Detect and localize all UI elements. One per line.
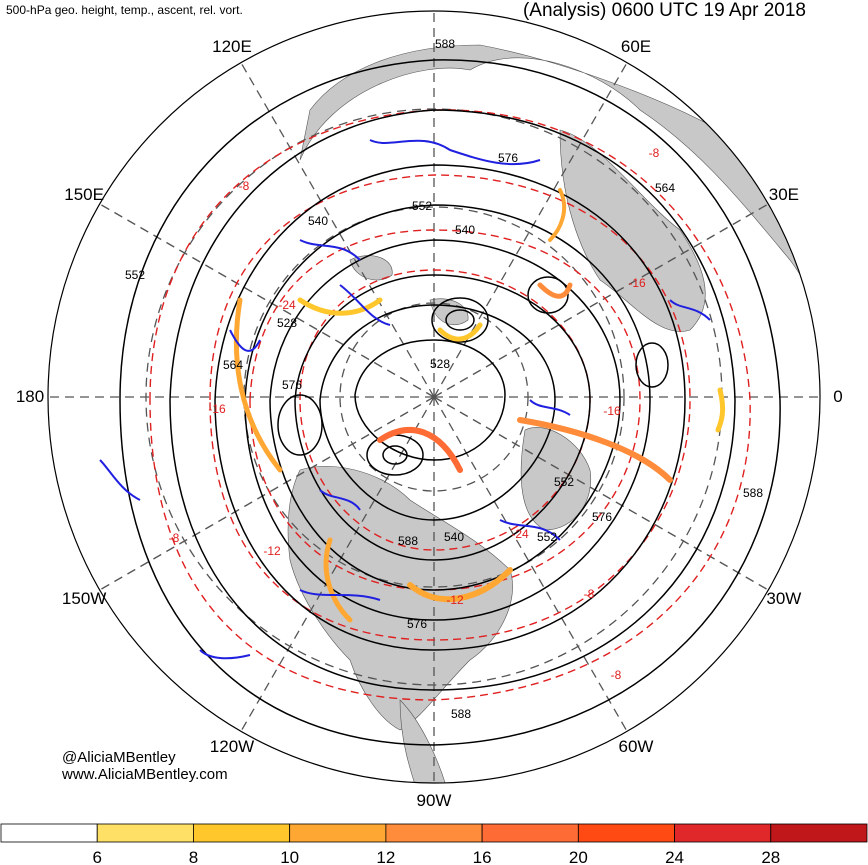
colorbar-tick-label: 20 [569, 848, 588, 865]
colorbar-segment [96, 823, 194, 843]
longitude-label: 120W [209, 736, 255, 756]
colorbar-segment [289, 823, 387, 843]
colorbar-segment [770, 823, 868, 843]
colorbar-segment [0, 823, 98, 843]
colorbar-segment [674, 823, 772, 843]
ascent-shading [233, 188, 726, 623]
height-contour-label: 588 [398, 534, 418, 548]
meridian-line [433, 396, 769, 591]
height-contour-label: 576 [282, 378, 302, 392]
height-contour-labels: 588 576 564 552 540 528 528 540 552 564 576 552 552 5… [125, 37, 763, 721]
colorbar-tick-label: 8 [189, 848, 198, 865]
colorbar-tick-label: 12 [376, 848, 395, 865]
colorbar-tick-label: 10 [280, 848, 299, 865]
map-boundary [47, 10, 821, 784]
longitude-label: 150W [61, 589, 107, 608]
height-contour-label: 564 [655, 181, 675, 195]
height-contour-label: 564 [223, 358, 243, 372]
longitude-label: 60W [618, 736, 654, 756]
height-contour-label: 576 [498, 151, 518, 165]
height-contour-label: 588 [743, 486, 763, 500]
longitude-label: 90E [419, 0, 449, 3]
height-contour-label: 576 [592, 510, 612, 524]
height-contour-label: 552 [125, 268, 145, 282]
relative-vorticity [99, 139, 711, 660]
colorbar-tick-label: 6 [92, 848, 101, 865]
map-title: 500-hPa geo. height, temp., ascent, rel.… [6, 3, 243, 17]
longitude-label: 60E [620, 37, 652, 57]
temperature-contour-labels: -8 -8 -16 -16 -12 -8 -12 -8 -16 -8 -24 -24 [169, 146, 660, 682]
colorbar-segment [481, 823, 579, 843]
colorbar-tick-label: 28 [761, 848, 780, 865]
meridian-line [433, 203, 769, 398]
height-contour-label: 540 [444, 530, 464, 544]
temperature-contour-label: -24 [278, 298, 296, 312]
colorbar: 6 8 10 12 16 20 24 28 [0, 823, 868, 865]
longitude-label: 150E [64, 185, 104, 204]
credit-website: www.AliciaMBentley.com [62, 766, 228, 783]
temperature-contour-label: -8 [169, 531, 180, 545]
temperature-contour-label: -16 [603, 404, 621, 418]
height-contour-label: 588 [435, 37, 455, 51]
polar-map: 588 576 564 552 540 528 528 540 552 564 576 552 552 5… [47, 10, 821, 784]
longitude-label: 90W [416, 791, 452, 810]
temperature-contour-label: -8 [584, 587, 595, 601]
temperature-contour-label: -8 [611, 668, 622, 682]
height-contour-label: 540 [455, 223, 475, 237]
colorbar-segment [577, 823, 675, 843]
longitude-label: 180 [15, 387, 45, 406]
colorbar-tick-label: 24 [665, 848, 684, 865]
temperature-contour-label: -8 [239, 179, 250, 193]
colorbar-segment [385, 823, 483, 843]
colorbar-segment [193, 823, 291, 843]
meridian-line [240, 62, 435, 398]
colorbar-tick-label: 16 [473, 848, 492, 865]
longitude-label: 0 [833, 387, 843, 406]
height-contour-label: 552 [554, 475, 574, 489]
longitude-label: 120E [212, 37, 252, 57]
height-contour-label: 588 [451, 707, 471, 721]
height-contours [119, 59, 781, 746]
height-contour-label: 552 [412, 199, 432, 213]
height-contour-label: 576 [407, 617, 427, 631]
credit-twitter: @AliciaMBentley [62, 749, 176, 766]
height-contour-label: 552 [537, 530, 557, 544]
temperature-contour-label: -24 [511, 527, 529, 541]
meridian-line [99, 203, 435, 398]
land-masses [287, 44, 820, 783]
height-contour-label: 528 [430, 357, 450, 371]
meridians [48, 11, 820, 783]
longitude-label: 30W [766, 589, 802, 608]
temperature-contour-label: -8 [649, 146, 660, 160]
meridian-line [99, 396, 435, 591]
longitude-label: 30E [768, 185, 799, 204]
temperature-contour-label: -16 [628, 276, 646, 290]
analysis-time-title: (Analysis) 0600 UTC 19 Apr 2018 [522, 0, 806, 21]
height-contour-label: 540 [308, 214, 328, 228]
temperature-contour-label: -12 [263, 544, 281, 558]
temperature-contour-label: -16 [208, 402, 226, 416]
height-contour-label: 528 [277, 316, 297, 330]
temperature-contour-label: -12 [446, 593, 464, 607]
